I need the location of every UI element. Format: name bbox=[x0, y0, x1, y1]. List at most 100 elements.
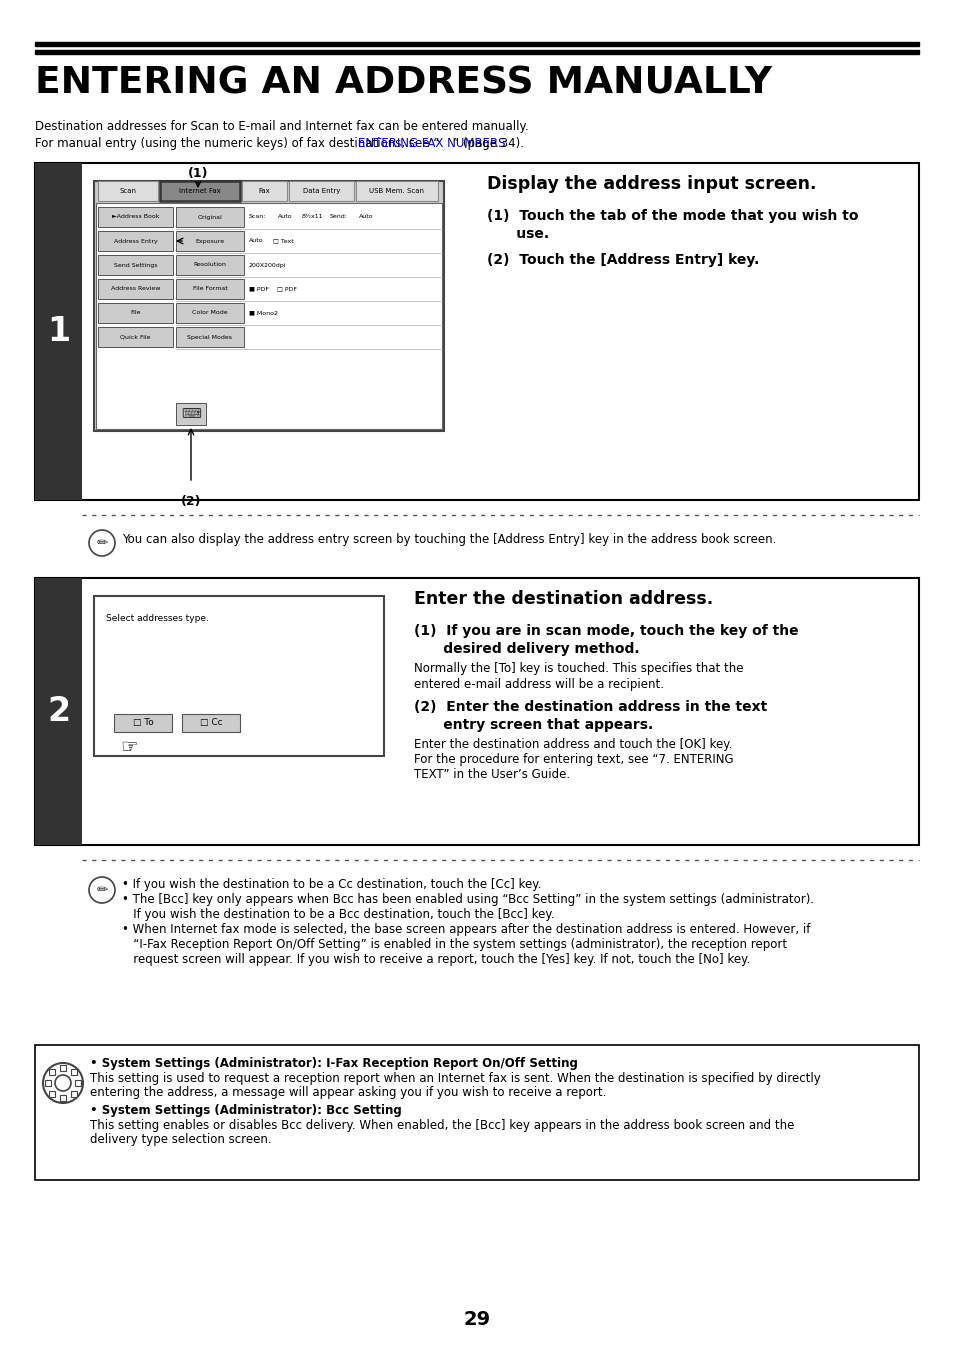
Text: (2)  Enter the destination address in the text: (2) Enter the destination address in the… bbox=[414, 700, 766, 713]
Text: ” (page 34).: ” (page 34). bbox=[453, 136, 523, 150]
Bar bbox=[289, 181, 354, 201]
Bar bbox=[182, 713, 240, 732]
Text: Auto: Auto bbox=[358, 215, 373, 219]
Bar bbox=[50, 1070, 55, 1075]
Text: Fax: Fax bbox=[258, 188, 270, 195]
Bar bbox=[355, 181, 437, 201]
Bar bbox=[35, 163, 918, 500]
Bar bbox=[98, 327, 172, 347]
Bar bbox=[113, 713, 172, 732]
Bar bbox=[175, 403, 206, 426]
Bar bbox=[175, 327, 244, 347]
Bar bbox=[35, 42, 918, 46]
Text: 200X200dpi: 200X200dpi bbox=[249, 262, 286, 267]
Text: 8½x11: 8½x11 bbox=[301, 215, 323, 219]
Text: File: File bbox=[131, 311, 141, 316]
Bar bbox=[96, 203, 441, 430]
Bar bbox=[175, 255, 244, 276]
Text: For the procedure for entering text, see “7. ENTERING: For the procedure for entering text, see… bbox=[414, 753, 733, 766]
Text: 2: 2 bbox=[47, 694, 70, 728]
Bar bbox=[160, 181, 240, 201]
Text: File Format: File Format bbox=[193, 286, 227, 292]
Bar bbox=[98, 280, 172, 299]
Bar bbox=[94, 181, 443, 431]
Text: Select addresses type.: Select addresses type. bbox=[106, 613, 209, 623]
Text: Color Mode: Color Mode bbox=[192, 311, 228, 316]
Bar bbox=[242, 181, 287, 201]
Text: Internet Fax: Internet Fax bbox=[179, 188, 221, 195]
Text: • The [Bcc] key only appears when Bcc has been enabled using “Bcc Setting” in th: • The [Bcc] key only appears when Bcc ha… bbox=[122, 893, 813, 907]
Text: entering the address, a message will appear asking you if you wish to receive a : entering the address, a message will app… bbox=[90, 1086, 606, 1098]
Text: □ PDF: □ PDF bbox=[277, 286, 297, 292]
Circle shape bbox=[89, 877, 115, 902]
Bar bbox=[98, 255, 172, 276]
Bar bbox=[175, 231, 244, 251]
Bar bbox=[175, 207, 244, 227]
Text: Normally the [To] key is touched. This specifies that the: Normally the [To] key is touched. This s… bbox=[414, 662, 742, 676]
Text: Data Entry: Data Entry bbox=[302, 188, 340, 195]
Bar bbox=[98, 303, 172, 323]
Bar bbox=[71, 1070, 76, 1075]
Text: □ Text: □ Text bbox=[273, 239, 294, 243]
Text: entry screen that appears.: entry screen that appears. bbox=[414, 717, 653, 732]
Text: use.: use. bbox=[486, 227, 549, 240]
Text: Send:: Send: bbox=[330, 215, 348, 219]
Text: ✏: ✏ bbox=[96, 536, 108, 550]
Text: (2)  Touch the [Address Entry] key.: (2) Touch the [Address Entry] key. bbox=[486, 253, 759, 267]
Text: delivery type selection screen.: delivery type selection screen. bbox=[90, 1133, 272, 1146]
Text: ENTERING FAX NUMBERS: ENTERING FAX NUMBERS bbox=[357, 136, 505, 150]
Text: entered e-mail address will be a recipient.: entered e-mail address will be a recipie… bbox=[414, 678, 663, 690]
Bar bbox=[50, 1090, 55, 1097]
Text: Enter the destination address and touch the [OK] key.: Enter the destination address and touch … bbox=[414, 738, 732, 751]
Text: Exposure: Exposure bbox=[195, 239, 224, 243]
Text: ■ Mono2: ■ Mono2 bbox=[249, 311, 277, 316]
Bar bbox=[98, 181, 158, 201]
Text: Destination addresses for Scan to E-mail and Internet fax can be entered manuall: Destination addresses for Scan to E-mail… bbox=[35, 120, 528, 132]
Text: desired delivery method.: desired delivery method. bbox=[414, 642, 639, 657]
Text: (1): (1) bbox=[188, 168, 208, 180]
Text: Send Settings: Send Settings bbox=[113, 262, 157, 267]
Circle shape bbox=[55, 1075, 71, 1092]
Text: You can also display the address entry screen by touching the [Address Entry] ke: You can also display the address entry s… bbox=[122, 534, 776, 546]
Bar bbox=[75, 1079, 81, 1086]
Bar bbox=[98, 207, 172, 227]
Circle shape bbox=[89, 530, 115, 557]
Text: Address Review: Address Review bbox=[111, 286, 160, 292]
Bar bbox=[175, 280, 244, 299]
Bar bbox=[45, 1079, 51, 1086]
Text: (1)  If you are in scan mode, touch the key of the: (1) If you are in scan mode, touch the k… bbox=[414, 624, 798, 638]
Text: ►Address Book: ►Address Book bbox=[112, 215, 159, 219]
Text: (1)  Touch the tab of the mode that you wish to: (1) Touch the tab of the mode that you w… bbox=[486, 209, 858, 223]
Bar bbox=[35, 578, 82, 844]
Bar bbox=[60, 1096, 66, 1101]
Text: request screen will appear. If you wish to receive a report, touch the [Yes] key: request screen will appear. If you wish … bbox=[122, 952, 749, 966]
Bar bbox=[35, 50, 918, 54]
Bar bbox=[35, 1046, 918, 1179]
Text: For manual entry (using the numeric keys) of fax destinations, see “: For manual entry (using the numeric keys… bbox=[35, 136, 439, 150]
Text: • When Internet fax mode is selected, the base screen appears after the destinat: • When Internet fax mode is selected, th… bbox=[122, 923, 809, 936]
Text: • System Settings (Administrator): I-Fax Reception Report On/Off Setting: • System Settings (Administrator): I-Fax… bbox=[90, 1056, 578, 1070]
Text: Display the address input screen.: Display the address input screen. bbox=[486, 176, 816, 193]
Bar bbox=[175, 303, 244, 323]
Text: Quick File: Quick File bbox=[120, 335, 151, 339]
Text: TEXT” in the User’s Guide.: TEXT” in the User’s Guide. bbox=[414, 767, 570, 781]
Text: Auto: Auto bbox=[277, 215, 292, 219]
Text: Original: Original bbox=[197, 215, 222, 219]
Text: □ Cc: □ Cc bbox=[199, 719, 222, 727]
Text: Resolution: Resolution bbox=[193, 262, 226, 267]
Text: Auto: Auto bbox=[249, 239, 263, 243]
Text: • System Settings (Administrator): Bcc Setting: • System Settings (Administrator): Bcc S… bbox=[90, 1104, 401, 1117]
Text: ENTERING AN ADDRESS MANUALLY: ENTERING AN ADDRESS MANUALLY bbox=[35, 65, 771, 101]
Text: This setting enables or disables Bcc delivery. When enabled, the [Bcc] key appea: This setting enables or disables Bcc del… bbox=[90, 1119, 794, 1132]
Text: Scan: Scan bbox=[119, 188, 136, 195]
Text: Address Entry: Address Entry bbox=[113, 239, 157, 243]
Text: 1: 1 bbox=[47, 315, 70, 349]
Bar bbox=[60, 1065, 66, 1071]
Text: ☞: ☞ bbox=[120, 738, 137, 757]
Text: ✏: ✏ bbox=[96, 884, 108, 897]
Text: • If you wish the destination to be a Cc destination, touch the [Cc] key.: • If you wish the destination to be a Cc… bbox=[122, 878, 540, 892]
Text: (2): (2) bbox=[180, 494, 201, 508]
Bar bbox=[71, 1090, 76, 1097]
Bar bbox=[98, 231, 172, 251]
Text: ⌨: ⌨ bbox=[181, 407, 201, 422]
